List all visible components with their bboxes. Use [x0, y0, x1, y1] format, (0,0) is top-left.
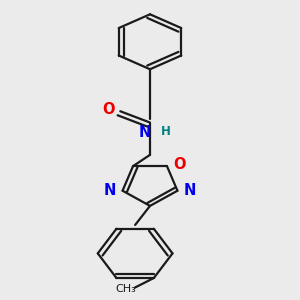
Text: N: N [103, 183, 116, 198]
Text: CH₃: CH₃ [115, 284, 136, 294]
Text: N: N [184, 183, 197, 198]
Text: O: O [173, 157, 186, 172]
Text: O: O [102, 102, 115, 117]
Text: N: N [139, 125, 151, 140]
Text: H: H [161, 125, 171, 138]
